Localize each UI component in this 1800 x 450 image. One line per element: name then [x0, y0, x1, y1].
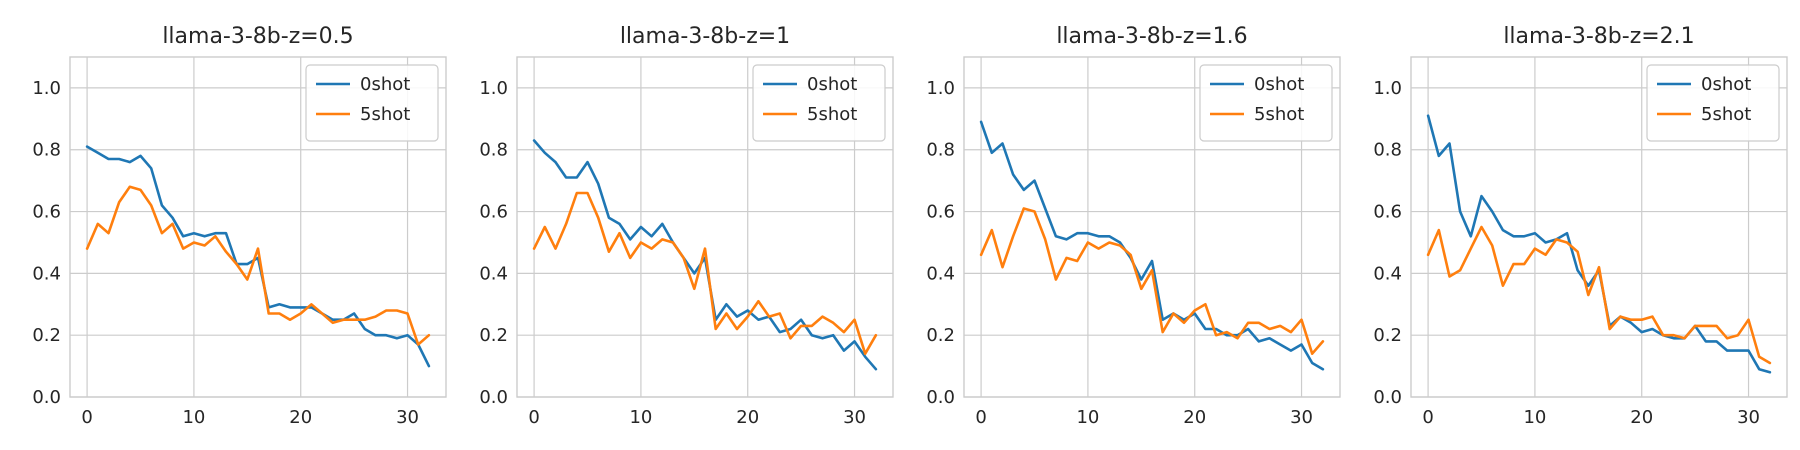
- legend-label-0shot: 0shot: [360, 74, 410, 95]
- y-tick-label: 0.2: [479, 325, 508, 346]
- x-tick-label: 0: [1422, 407, 1433, 428]
- x-tick-label: 20: [1630, 407, 1653, 428]
- y-tick-label: 0.0: [479, 387, 508, 408]
- legend-label-5shot: 5shot: [1701, 104, 1751, 125]
- plot-frame: [69, 56, 447, 398]
- y-tick-label: 1.0: [926, 78, 955, 99]
- legend-label-5shot: 5shot: [1254, 104, 1304, 125]
- chart-panel-1: 0 10 20 30 0.0 0.2 0.4 0.6 0.8 1.0 llama-3-8b-z=0.…: [32, 24, 447, 428]
- x-tick-label: 20: [736, 407, 759, 428]
- series-line-5shot: [979, 207, 1325, 356]
- x-tick-label: 10: [629, 407, 652, 428]
- legend-label-0shot: 0shot: [1701, 74, 1751, 95]
- y-tick-label: 0.4: [479, 263, 508, 284]
- chart-title: llama-3-8b-z=1: [620, 24, 790, 49]
- plot-frame: [963, 56, 1341, 398]
- x-tick-label: 10: [1076, 407, 1099, 428]
- y-tick-label: 0.0: [1373, 387, 1402, 408]
- series-line-5shot: [85, 185, 431, 346]
- y-tick-label: 0.6: [926, 202, 955, 223]
- y-tick-label: 0.0: [926, 387, 955, 408]
- y-tick-label: 0.6: [1373, 202, 1402, 223]
- legend: 0shot 5shot: [1646, 64, 1780, 142]
- series-line-0shot: [979, 120, 1325, 371]
- x-tick-label: 30: [396, 407, 419, 428]
- x-tick-label: 10: [182, 407, 205, 428]
- x-tick-label: 30: [843, 407, 866, 428]
- legend: 0shot 5shot: [752, 64, 886, 142]
- x-tick-label: 30: [1737, 407, 1760, 428]
- series-line-0shot: [85, 145, 431, 368]
- x-tick-label: 0: [81, 407, 92, 428]
- x-tick-label: 20: [289, 407, 312, 428]
- x-tick-label: 0: [528, 407, 539, 428]
- y-tick-label: 0.8: [32, 140, 61, 161]
- legend-label-0shot: 0shot: [807, 74, 857, 95]
- series-line-0shot: [1426, 114, 1772, 374]
- x-tick-label: 30: [1290, 407, 1313, 428]
- legend: 0shot 5shot: [305, 64, 439, 142]
- x-tick-label: 0: [975, 407, 986, 428]
- legend-label-5shot: 5shot: [360, 104, 410, 125]
- series-line-5shot: [532, 191, 878, 356]
- y-tick-label: 0.0: [32, 387, 61, 408]
- chart-title: llama-3-8b-z=0.5: [162, 24, 353, 49]
- y-tick-label: 0.2: [1373, 325, 1402, 346]
- chart-panel-3: 0 10 20 30 0.0 0.2 0.4 0.6 0.8 1.0 llama-3-8b-z=1.…: [926, 24, 1341, 428]
- y-tick-label: 0.4: [1373, 263, 1402, 284]
- y-tick-label: 0.4: [32, 263, 61, 284]
- plot-frame: [1410, 56, 1788, 398]
- y-tick-label: 0.2: [926, 325, 955, 346]
- y-tick-label: 1.0: [479, 78, 508, 99]
- x-tick-label: 20: [1183, 407, 1206, 428]
- y-tick-label: 0.2: [32, 325, 61, 346]
- y-tick-label: 0.4: [926, 263, 955, 284]
- y-tick-label: 0.8: [479, 140, 508, 161]
- plot-frame: [516, 56, 894, 398]
- y-tick-label: 1.0: [1373, 78, 1402, 99]
- chart-title: llama-3-8b-z=1.6: [1056, 24, 1247, 49]
- y-tick-label: 0.6: [32, 202, 61, 223]
- chart-panel-4: 0 10 20 30 0.0 0.2 0.4 0.6 0.8 1.0 llama-3-8b-z=2.…: [1373, 24, 1788, 428]
- legend-label-0shot: 0shot: [1254, 74, 1304, 95]
- x-tick-label: 10: [1523, 407, 1546, 428]
- legend-label-5shot: 5shot: [807, 104, 857, 125]
- chart-title: llama-3-8b-z=2.1: [1503, 24, 1694, 49]
- y-tick-label: 0.8: [1373, 140, 1402, 161]
- y-tick-label: 0.6: [479, 202, 508, 223]
- y-tick-label: 1.0: [32, 78, 61, 99]
- series-line-5shot: [1426, 225, 1772, 365]
- chart-panel-2: 0 10 20 30 0.0 0.2 0.4 0.6 0.8 1.0 llama-3-8b-z=1 0…: [479, 24, 894, 428]
- y-tick-label: 0.8: [926, 140, 955, 161]
- legend: 0shot 5shot: [1199, 64, 1333, 142]
